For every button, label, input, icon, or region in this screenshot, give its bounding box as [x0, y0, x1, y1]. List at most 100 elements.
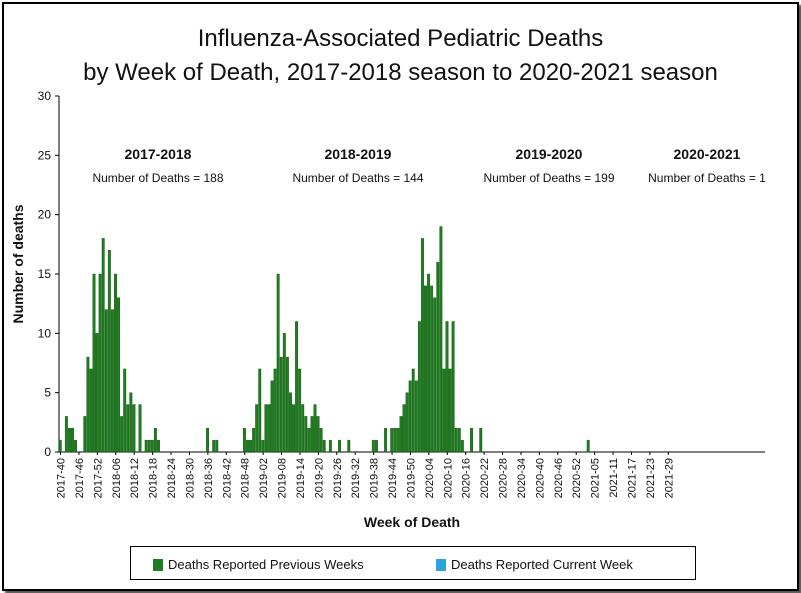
bar	[411, 368, 415, 453]
bar	[107, 250, 111, 453]
bar	[255, 404, 259, 453]
x-tick-label: 2021-11	[608, 458, 620, 498]
bar	[430, 285, 434, 453]
bar	[310, 416, 314, 453]
bar	[110, 309, 114, 453]
y-tick-label: 30	[38, 89, 52, 103]
legend-label-previous: Deaths Reported Previous Weeks	[168, 557, 364, 572]
bar	[153, 428, 157, 453]
bar	[347, 439, 351, 453]
bar	[144, 439, 148, 453]
bar	[71, 428, 74, 453]
x-tick-label: 2018-48	[240, 458, 252, 498]
x-axis-label: Week of Death	[364, 514, 460, 530]
bar	[270, 380, 274, 453]
bar	[338, 439, 341, 453]
bar	[206, 428, 210, 453]
bar	[129, 392, 133, 453]
bar	[267, 404, 271, 453]
x-tick-label: 2018-36	[203, 458, 215, 498]
bar	[273, 368, 277, 453]
bar	[258, 368, 262, 453]
bar	[421, 238, 424, 453]
bar	[123, 368, 127, 453]
bar	[454, 428, 458, 453]
x-tick-label: 2017-46	[74, 458, 86, 498]
bar	[424, 285, 427, 453]
bar	[384, 428, 388, 453]
bar	[261, 439, 265, 453]
bar	[322, 439, 326, 453]
x-tick-label: 2018-42	[221, 458, 233, 498]
bar	[157, 439, 160, 453]
bar	[298, 368, 302, 453]
bar	[328, 439, 332, 453]
x-tick-label: 2018-06	[111, 458, 123, 498]
x-tick-label: 2017-40	[56, 458, 68, 498]
x-tick-label: 2020-40	[534, 458, 546, 498]
bar	[114, 273, 117, 453]
bar	[301, 404, 305, 453]
bar	[408, 380, 412, 453]
x-tick-label: 2020-28	[498, 458, 510, 498]
bar	[92, 273, 96, 453]
bar	[249, 439, 252, 453]
x-tick-label: 2020-46	[553, 458, 565, 498]
bar	[276, 273, 280, 453]
x-tick-label: 2021-05	[590, 458, 602, 498]
bar	[295, 321, 299, 453]
bar	[396, 428, 400, 453]
x-tick-label: 2018-24	[166, 458, 178, 498]
x-tick-label: 2019-38	[369, 458, 381, 498]
bar	[264, 404, 268, 453]
bar	[319, 428, 323, 453]
x-tick-label: 2021-17	[627, 458, 639, 498]
x-tick-label: 2019-14	[295, 458, 307, 498]
season-label: 2018-2019	[325, 146, 392, 162]
bar	[417, 321, 421, 453]
bar	[117, 297, 120, 453]
bar	[442, 368, 446, 453]
season-death-count: Number of Deaths = 188	[92, 171, 223, 185]
x-tick-label: 2019-32	[350, 458, 362, 498]
bar	[289, 392, 292, 453]
season-label: 2017-2018	[125, 146, 192, 162]
bar	[83, 416, 87, 453]
bar	[58, 439, 62, 453]
legend-swatch-previous	[153, 559, 163, 571]
bar	[393, 428, 397, 453]
bar	[451, 321, 455, 453]
x-tick-label: 2019-02	[258, 458, 270, 498]
y-tick-label: 20	[38, 208, 52, 222]
bar	[215, 439, 219, 453]
bar	[439, 226, 443, 453]
y-axis-label: Number of deaths	[10, 204, 26, 323]
bar	[104, 309, 108, 453]
x-tick-label: 2019-20	[313, 458, 325, 498]
x-tick-label: 2018-18	[148, 458, 160, 498]
bar	[316, 416, 320, 453]
x-tick-label: 2018-12	[129, 458, 141, 498]
x-tick-label: 2020-04	[424, 458, 436, 498]
bar	[479, 428, 483, 453]
season-label: 2020-2021	[674, 146, 741, 162]
bar	[282, 333, 286, 453]
legend-swatch-current	[436, 559, 446, 571]
y-tick-label: 5	[44, 386, 51, 400]
legend: Deaths Reported Previous Weeks Deaths Re…	[130, 546, 696, 580]
bar	[390, 428, 394, 453]
x-tick-label: 2021-23	[645, 458, 657, 498]
bar	[74, 439, 78, 453]
chart-title: Influenza-Associated Pediatric Deaths	[197, 25, 604, 52]
bar	[374, 439, 378, 453]
bar	[586, 439, 590, 453]
y-tick-label: 10	[38, 326, 52, 340]
bar	[95, 333, 99, 453]
bar	[470, 428, 473, 453]
bar	[147, 439, 151, 453]
bar	[433, 297, 437, 453]
y-tick-label: 15	[38, 267, 52, 281]
x-tick-label: 2017-52	[92, 458, 104, 498]
bar	[457, 428, 461, 453]
